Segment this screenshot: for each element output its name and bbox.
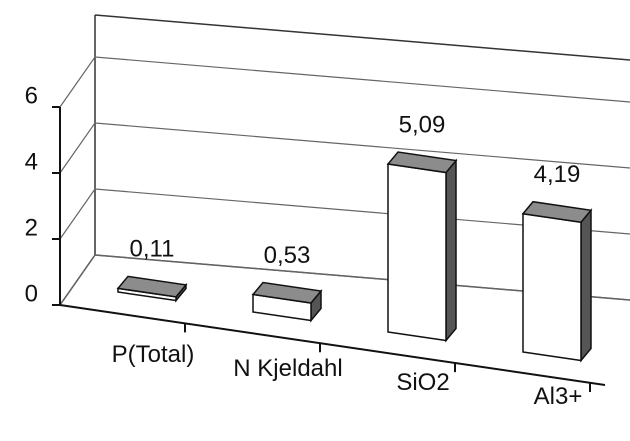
grid-line <box>59 56 630 108</box>
y-tick-label: 0 <box>25 280 38 307</box>
data-label: 0,53 <box>264 242 311 269</box>
bar-top <box>521 200 593 224</box>
x-tick-label: N Kjeldahl <box>233 355 343 382</box>
wall-edge <box>94 14 630 61</box>
y-tick-label: 6 <box>25 82 38 109</box>
bar-front <box>522 212 582 362</box>
x-tick-label: Al3+ <box>533 383 583 410</box>
x-tick-label: SiO2 <box>396 369 450 396</box>
x-axis <box>59 304 606 386</box>
bar-top <box>251 281 323 304</box>
data-label: 0,11 <box>130 236 175 263</box>
bar <box>521 200 593 363</box>
bar-side <box>445 158 457 343</box>
data-label: 5,09 <box>399 111 446 138</box>
bar-top <box>116 275 188 298</box>
y-tick-label: 4 <box>25 148 38 175</box>
bar-front <box>387 163 447 342</box>
grid-line <box>59 122 630 174</box>
bar-side <box>580 208 592 363</box>
bar-top <box>386 151 458 174</box>
y-tick-label: 2 <box>25 214 38 241</box>
bar <box>386 151 458 343</box>
bar <box>116 275 188 303</box>
bar <box>251 281 323 323</box>
x-tick-label: P(Total) <box>111 341 195 368</box>
data-label: 4,19 <box>534 161 581 188</box>
